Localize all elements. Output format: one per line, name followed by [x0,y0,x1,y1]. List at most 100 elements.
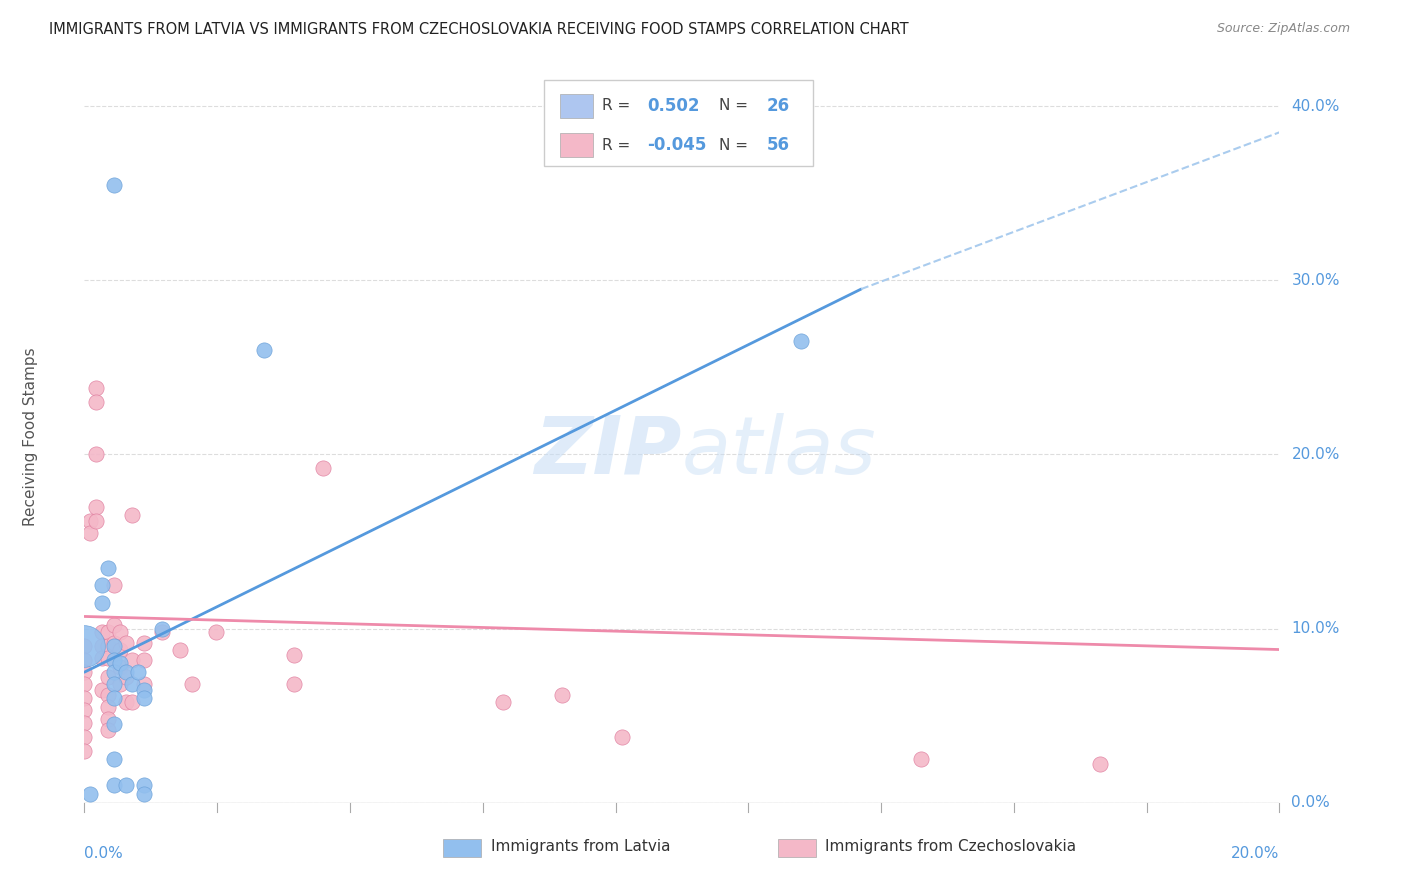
Point [110,677,132,691]
Point [110,657,132,671]
Point [1090,757,1112,772]
Point [73,715,96,730]
Text: IMMIGRANTS FROM LATVIA VS IMMIGRANTS FROM CZECHOSLOVAKIA RECEIVING FOOD STAMPS C: IMMIGRANTS FROM LATVIA VS IMMIGRANTS FRO… [49,22,908,37]
Text: 20.0%: 20.0% [1232,847,1279,862]
Point [132,677,156,691]
Text: 0.502: 0.502 [647,97,700,115]
Text: ZIP: ZIP [534,413,682,491]
FancyBboxPatch shape [443,838,481,857]
Point [91,651,114,665]
Point [97,723,120,737]
Point [150,625,173,640]
Point [73,639,96,653]
Point [253,343,276,357]
Text: 0.0%: 0.0% [1292,796,1330,810]
Point [97,560,120,574]
Point [115,635,138,649]
Point [283,648,305,662]
Text: 56: 56 [766,136,790,154]
Point [132,653,156,667]
Point [110,642,132,657]
Point [103,717,125,731]
Point [132,787,156,801]
Point [73,639,96,653]
Point [115,670,138,684]
Point [103,778,125,792]
Point [169,642,191,657]
Point [115,695,138,709]
Point [103,635,125,649]
Point [121,695,143,709]
Point [110,660,132,674]
Point [150,622,173,636]
Point [121,653,143,667]
Point [86,514,108,528]
Point [97,670,120,684]
Text: 40.0%: 40.0% [1292,99,1340,113]
Point [86,395,108,409]
FancyBboxPatch shape [560,94,593,118]
Text: 20.0%: 20.0% [1292,447,1340,462]
Point [86,448,108,462]
Point [97,625,120,640]
Point [91,639,114,653]
Text: 0.0%: 0.0% [84,847,124,862]
Point [132,778,156,792]
Point [283,677,305,691]
Point [115,665,138,680]
Point [103,653,125,667]
Point [205,625,228,640]
FancyBboxPatch shape [544,80,814,167]
FancyBboxPatch shape [560,133,593,158]
Text: Immigrants from Latvia: Immigrants from Latvia [491,839,671,855]
Point [132,682,156,697]
Point [103,665,125,680]
Point [91,578,114,592]
Point [121,508,143,523]
Point [73,730,96,744]
Point [97,712,120,726]
Point [97,639,120,653]
Point [91,625,114,640]
Point [910,752,932,766]
Point [492,695,515,709]
Text: atlas: atlas [682,413,877,491]
Point [103,639,125,653]
FancyBboxPatch shape [778,838,815,857]
Point [97,651,120,665]
Text: R =: R = [602,138,636,153]
Text: Immigrants from Czechoslovakia: Immigrants from Czechoslovakia [825,839,1077,855]
Point [103,578,125,592]
Point [790,334,813,349]
Point [73,665,96,680]
Point [103,691,125,706]
Point [73,677,96,691]
Point [551,688,574,702]
Point [79,514,101,528]
Point [127,665,149,680]
Point [79,525,101,540]
Point [73,743,96,757]
Point [103,178,125,192]
Point [312,461,335,475]
Point [181,677,204,691]
Point [73,691,96,706]
Point [86,500,108,514]
Text: -0.045: -0.045 [647,136,707,154]
Text: Receiving Food Stamps: Receiving Food Stamps [22,348,38,526]
Text: N =: N = [718,138,752,153]
Point [91,595,114,609]
Point [103,752,125,766]
Point [91,682,114,697]
Point [132,691,156,706]
Text: N =: N = [718,98,752,113]
Point [73,704,96,718]
Point [612,730,634,744]
Point [132,635,156,649]
Point [86,381,108,395]
Point [115,778,138,792]
Point [97,700,120,714]
Point [121,677,143,691]
Point [103,618,125,632]
Text: 26: 26 [766,97,790,115]
